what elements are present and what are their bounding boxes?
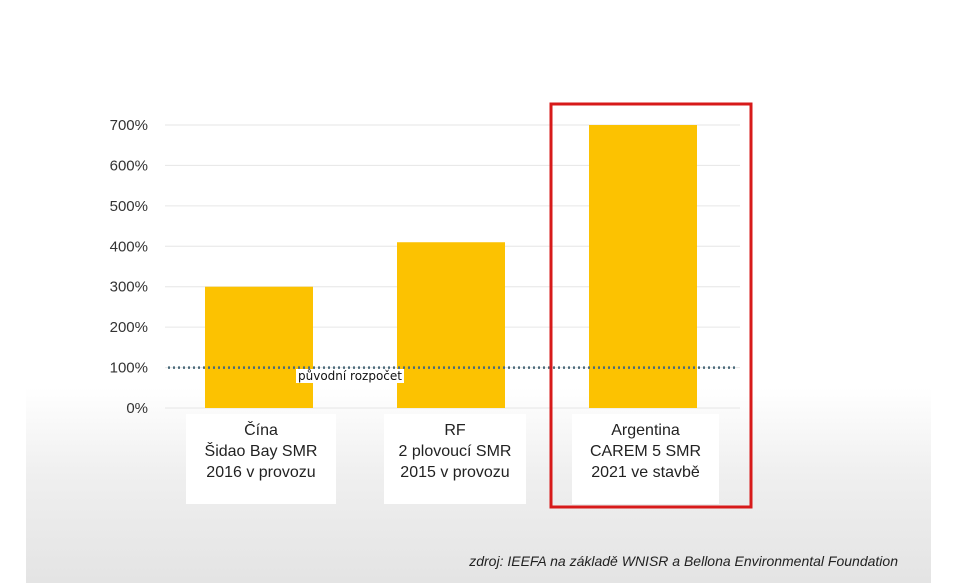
category-label-line: Šidao Bay SMR: [204, 443, 318, 460]
bar: [205, 286, 313, 408]
reference-line-label: původní rozpočet: [296, 369, 404, 383]
source-note: zdroj: IEEFA na základě WNISR a Bellona …: [469, 553, 898, 569]
y-tick-label: 700%: [110, 117, 148, 134]
y-tick-label: 300%: [110, 279, 148, 296]
category-label: RF 2 plovoucí SMR 2015 v provozu: [384, 414, 526, 504]
category-label: Čína Šidao Bay SMR 2016 v provozu: [186, 414, 336, 504]
y-tick-label: 100%: [110, 360, 148, 377]
y-tick-label: 400%: [110, 238, 148, 255]
category-label-line: RF: [444, 422, 466, 439]
bar: [397, 242, 505, 408]
bars: [205, 125, 697, 408]
category-label-line: 2015 v provozu: [400, 464, 510, 481]
category-label-line: Čína: [244, 422, 278, 439]
bar: [589, 125, 697, 408]
category-label-line: 2021 ve stavbě: [591, 464, 700, 481]
y-axis-ticks: 0% 100% 200% 300% 400% 500% 600% 700%: [110, 117, 148, 417]
category-label-line: CAREM 5 SMR: [589, 443, 702, 460]
category-label-line: Argentina: [611, 422, 680, 439]
category-label: Argentina CAREM 5 SMR 2021 ve stavbě: [572, 414, 719, 504]
y-tick-label: 200%: [110, 319, 148, 336]
category-label-line: 2016 v provozu: [206, 464, 316, 481]
highlight-box: [549, 102, 753, 509]
y-tick-label: 0%: [126, 400, 148, 417]
y-tick-label: 500%: [110, 198, 148, 215]
category-label-line: 2 plovoucí SMR: [398, 443, 512, 460]
y-tick-label: 600%: [110, 157, 148, 174]
